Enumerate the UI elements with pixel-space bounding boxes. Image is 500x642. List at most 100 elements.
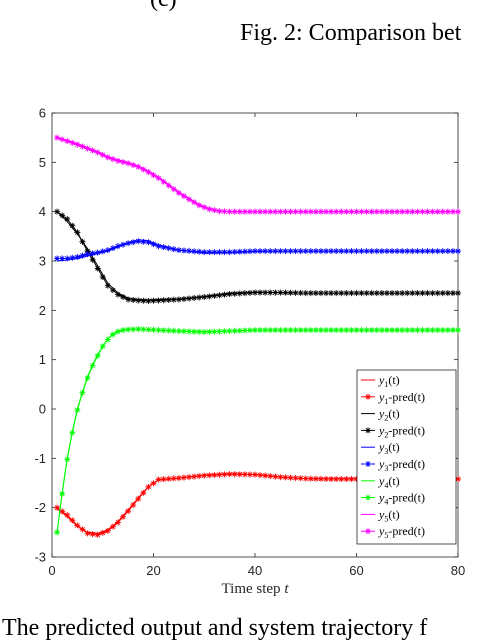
data-point (175, 189, 182, 196)
data-point (64, 456, 71, 463)
data-point (241, 327, 248, 334)
data-point (221, 291, 228, 298)
data-point (211, 292, 218, 299)
data-point (358, 248, 365, 255)
data-point (358, 290, 365, 297)
chart-axes: 0 20 40 60 80 -3 -2 -1 0 1 2 3 4 5 6 Time step t (34, 106, 465, 598)
data-point (140, 166, 147, 173)
data-point (353, 327, 360, 334)
series-line (56, 211, 458, 301)
data-point (99, 343, 106, 350)
data-point (373, 327, 380, 334)
data-point (399, 248, 406, 255)
data-point (165, 182, 172, 189)
data-point (79, 238, 86, 245)
data-point (201, 204, 208, 211)
data-point (292, 208, 299, 215)
data-point (292, 289, 299, 296)
data-point (363, 208, 370, 215)
data-point (419, 327, 426, 334)
data-point (59, 136, 66, 143)
data-point (246, 208, 253, 215)
data-point (434, 248, 441, 255)
data-point (216, 328, 223, 335)
data-point (434, 290, 441, 297)
data-point (201, 294, 208, 301)
data-point (140, 297, 147, 304)
data-point (409, 327, 416, 334)
data-point (348, 290, 355, 297)
y-tick-label: 2 (39, 303, 46, 318)
data-point (449, 327, 456, 334)
data-point (312, 290, 319, 297)
data-point (246, 327, 253, 334)
data-point (317, 248, 324, 255)
data-point (170, 186, 177, 193)
data-point (246, 471, 253, 478)
data-point (180, 295, 187, 302)
data-point (272, 248, 279, 255)
data-point (206, 293, 213, 300)
data-point (414, 327, 421, 334)
data-point (287, 327, 294, 334)
data-point (323, 208, 330, 215)
data-point (191, 248, 198, 255)
legend-entry: y1-pred(t) (378, 390, 425, 406)
data-point (257, 248, 264, 255)
data-point (338, 290, 345, 297)
data-point (191, 199, 198, 206)
data-point (277, 474, 284, 481)
data-point (307, 475, 314, 482)
data-point (226, 328, 233, 335)
data-point (343, 327, 350, 334)
figure-caption: Fig. 2: Comparison bet (240, 20, 462, 46)
data-point (282, 289, 289, 296)
data-point (348, 208, 355, 215)
data-point (409, 248, 416, 255)
data-point (424, 208, 431, 215)
data-point (455, 248, 461, 255)
data-point (323, 248, 330, 255)
data-point (429, 327, 436, 334)
data-point (383, 208, 390, 215)
series-line (56, 137, 458, 213)
data-point (74, 229, 81, 236)
data-point (140, 238, 147, 245)
data-point (449, 208, 456, 215)
series-y2-t- (56, 211, 458, 301)
data-point (267, 208, 274, 215)
data-point (109, 287, 116, 294)
data-point (241, 248, 248, 255)
data-point (312, 327, 319, 334)
data-point (348, 476, 355, 483)
data-point (54, 529, 61, 536)
data-point (191, 473, 198, 480)
data-point (196, 328, 203, 335)
legend-marker (365, 427, 371, 434)
data-point (69, 222, 76, 229)
data-point (170, 475, 177, 482)
data-point (333, 327, 340, 334)
data-point (160, 297, 167, 304)
data-point (125, 296, 132, 303)
data-point (145, 483, 152, 490)
data-point (343, 208, 350, 215)
data-point (262, 472, 269, 479)
data-point (277, 327, 284, 334)
data-point (394, 327, 401, 334)
data-point (236, 208, 243, 215)
data-point (444, 248, 451, 255)
data-point (191, 295, 198, 301)
data-point (165, 475, 172, 482)
data-point (444, 327, 451, 334)
data-point (378, 290, 385, 297)
data-point (246, 289, 253, 296)
data-point (79, 252, 86, 259)
data-point (211, 249, 218, 256)
data-point (262, 208, 269, 215)
data-point (94, 352, 101, 359)
data-point (64, 512, 71, 519)
data-point (449, 248, 456, 255)
data-point (378, 208, 385, 215)
data-point (59, 255, 66, 262)
